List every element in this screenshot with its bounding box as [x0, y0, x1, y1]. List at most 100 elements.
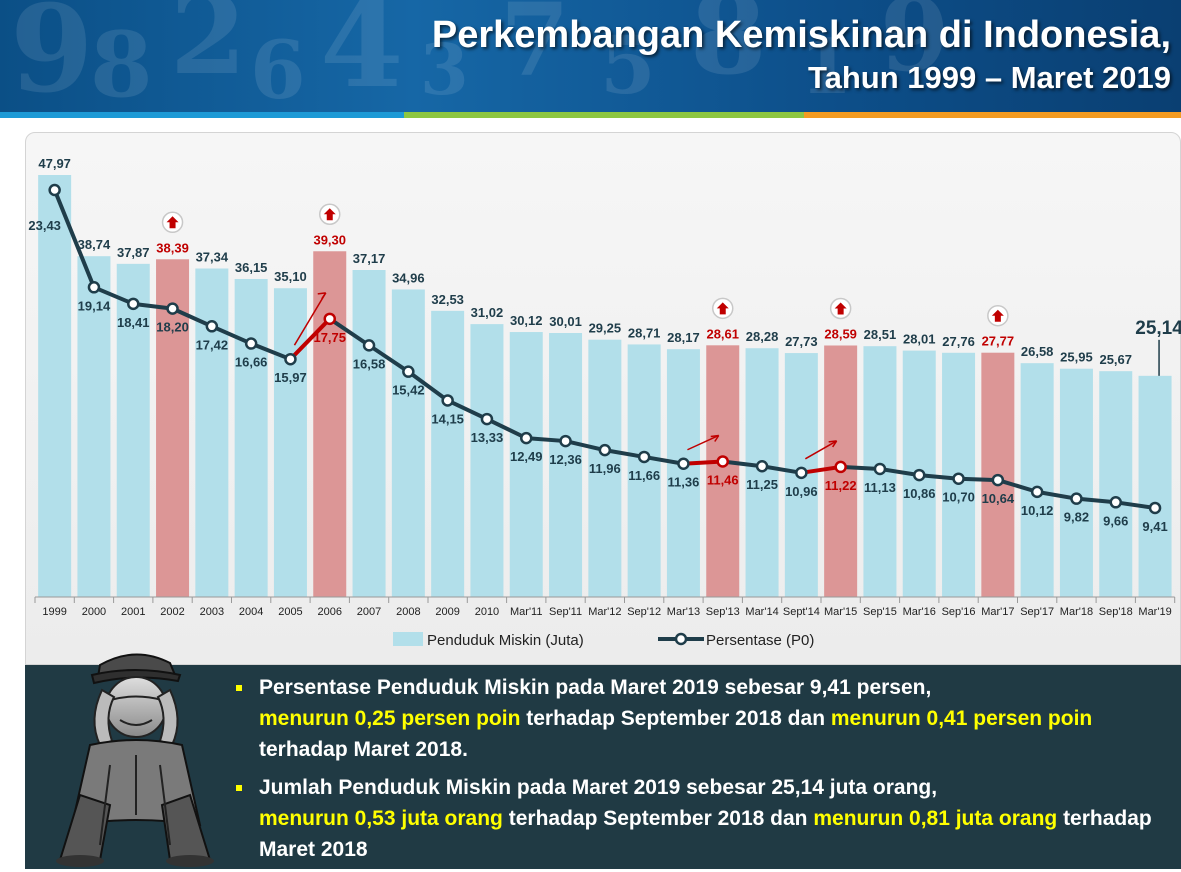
- bar-value-label: 32,53: [431, 292, 464, 307]
- increase-arrow-icon: [834, 302, 847, 315]
- line-value-label: 19,14: [78, 298, 111, 313]
- line-segment: [642, 454, 686, 466]
- poor-man-illustration: [56, 653, 214, 867]
- line-value-label: 9,66: [1103, 513, 1128, 528]
- page-title: Perkembangan Kemiskinan di Indonesia,: [431, 14, 1171, 56]
- bar-Mar'12: [588, 339, 622, 597]
- line-point: [323, 312, 336, 326]
- line-segment: [170, 306, 214, 329]
- bar-value-label: 37,17: [353, 251, 386, 266]
- page-subtitle: Tahun 1999 – Maret 2019: [808, 60, 1171, 95]
- bullet-percentage: Persentase Penduduk Miskin pada Maret 20…: [236, 672, 1171, 765]
- line-value-label: 11,22: [825, 478, 857, 493]
- line-segment: [681, 459, 725, 466]
- line-point: [598, 443, 612, 457]
- x-tick-label: 2005: [278, 606, 302, 618]
- line-point: [87, 281, 101, 294]
- line-segment: [1035, 489, 1079, 501]
- x-tick-label: Sep'13: [706, 606, 740, 618]
- bar-2000: [77, 256, 111, 597]
- bar-2003: [195, 268, 229, 597]
- x-tick-label: Mar'13: [667, 606, 700, 618]
- stripe-blue: [0, 112, 404, 118]
- x-tick-label: 2008: [396, 606, 420, 618]
- line-point: [1030, 485, 1044, 499]
- x-tick-label: 2002: [160, 606, 184, 618]
- line-segment: [91, 285, 136, 306]
- x-tick-label: Sept'14: [783, 606, 820, 618]
- bar-value-label: 27,77: [982, 334, 1015, 349]
- x-tick-label: Sep'17: [1020, 606, 1054, 618]
- trend-arrow-icon: [710, 434, 720, 442]
- line-value-label: 11,36: [668, 475, 700, 490]
- bar-value-label: 27,76: [942, 334, 975, 349]
- line-segment: [131, 301, 175, 311]
- bar-value-label: 28,17: [667, 330, 700, 345]
- line-value-label: 16,66: [235, 355, 268, 370]
- x-tick-label: 2000: [82, 606, 106, 618]
- line-value-label: 10,12: [1021, 503, 1054, 518]
- line-value-label: 11,66: [628, 468, 660, 483]
- line-point: [677, 457, 690, 470]
- line-value-label: 16,58: [353, 356, 386, 371]
- line-point: [205, 320, 219, 333]
- x-tick-label: Mar'11: [510, 606, 542, 618]
- bar-2008: [391, 289, 425, 597]
- line-point: [48, 183, 61, 197]
- line-point: [913, 468, 926, 482]
- line-value-label: 17,75: [313, 330, 346, 345]
- line-segment: [288, 316, 332, 362]
- line-segment: [563, 439, 607, 453]
- bar-value-label: 47,97: [38, 156, 71, 171]
- x-tick-label: 2010: [475, 606, 499, 618]
- bar-2009: [431, 310, 465, 597]
- line-value-label: 15,97: [274, 370, 307, 385]
- bar-value-label: 28,01: [903, 332, 936, 347]
- line-segment: [484, 417, 529, 441]
- x-tick-label: Mar'15: [824, 606, 857, 618]
- line-value-label: 11,96: [589, 461, 621, 476]
- bar-value-label: 27,73: [785, 334, 818, 349]
- x-tick-label: 2009: [435, 606, 459, 618]
- line-value-label: 10,70: [942, 490, 975, 505]
- bar-value-label: 28,71: [628, 325, 661, 340]
- x-tick-label: Mar'17: [981, 606, 1014, 618]
- line-point: [637, 450, 651, 464]
- bar-2004: [234, 278, 268, 597]
- bar-value-label: 26,58: [1021, 344, 1054, 359]
- bar-value-label: 38,74: [78, 237, 111, 252]
- bar-value-label: 36,15: [235, 260, 268, 275]
- x-tick-label: 2006: [318, 606, 342, 618]
- x-tick-label: 2007: [357, 606, 381, 618]
- line-point: [755, 459, 769, 473]
- line-point: [244, 337, 258, 350]
- bar-2006: [313, 251, 347, 597]
- bullet-text: Persentase Penduduk Miskin pada Maret 20…: [259, 676, 1093, 761]
- bar-Sep'17: [1020, 363, 1054, 597]
- line-value-label: 10,64: [982, 491, 1015, 506]
- x-tick-label: Mar'12: [588, 606, 621, 618]
- line-segment: [917, 473, 961, 481]
- line-value-label: 14,15: [431, 411, 464, 426]
- x-tick-label: Mar'19: [1138, 606, 1171, 618]
- line-value-label: 17,42: [196, 337, 229, 352]
- bar-Mar'11: [509, 332, 543, 597]
- bar-value-label: 35,10: [274, 269, 307, 284]
- line-value-label: 9,41: [1142, 519, 1167, 534]
- line-segment: [602, 448, 647, 459]
- legend-label-bars: Penduduk Miskin (Juta): [427, 632, 584, 649]
- bar-value-label: 37,87: [117, 245, 150, 260]
- line-point: [834, 460, 847, 474]
- line-point: [873, 462, 887, 476]
- line-segment: [445, 398, 489, 422]
- bar-value-label: 38,39: [156, 240, 189, 255]
- x-tick-label: Mar'18: [1060, 606, 1093, 618]
- bar-Mar'14: [745, 348, 779, 597]
- line-segment: [52, 188, 96, 290]
- bar-value-label: 28,61: [706, 326, 739, 341]
- x-tick-label: 2004: [239, 606, 263, 618]
- line-segment: [799, 464, 843, 475]
- bullet-population: Jumlah Penduduk Miskin pada Maret 2019 s…: [236, 772, 1171, 865]
- bullet-text: Jumlah Penduduk Miskin pada Maret 2019 s…: [259, 776, 1152, 861]
- bar-Sep'11: [549, 332, 583, 597]
